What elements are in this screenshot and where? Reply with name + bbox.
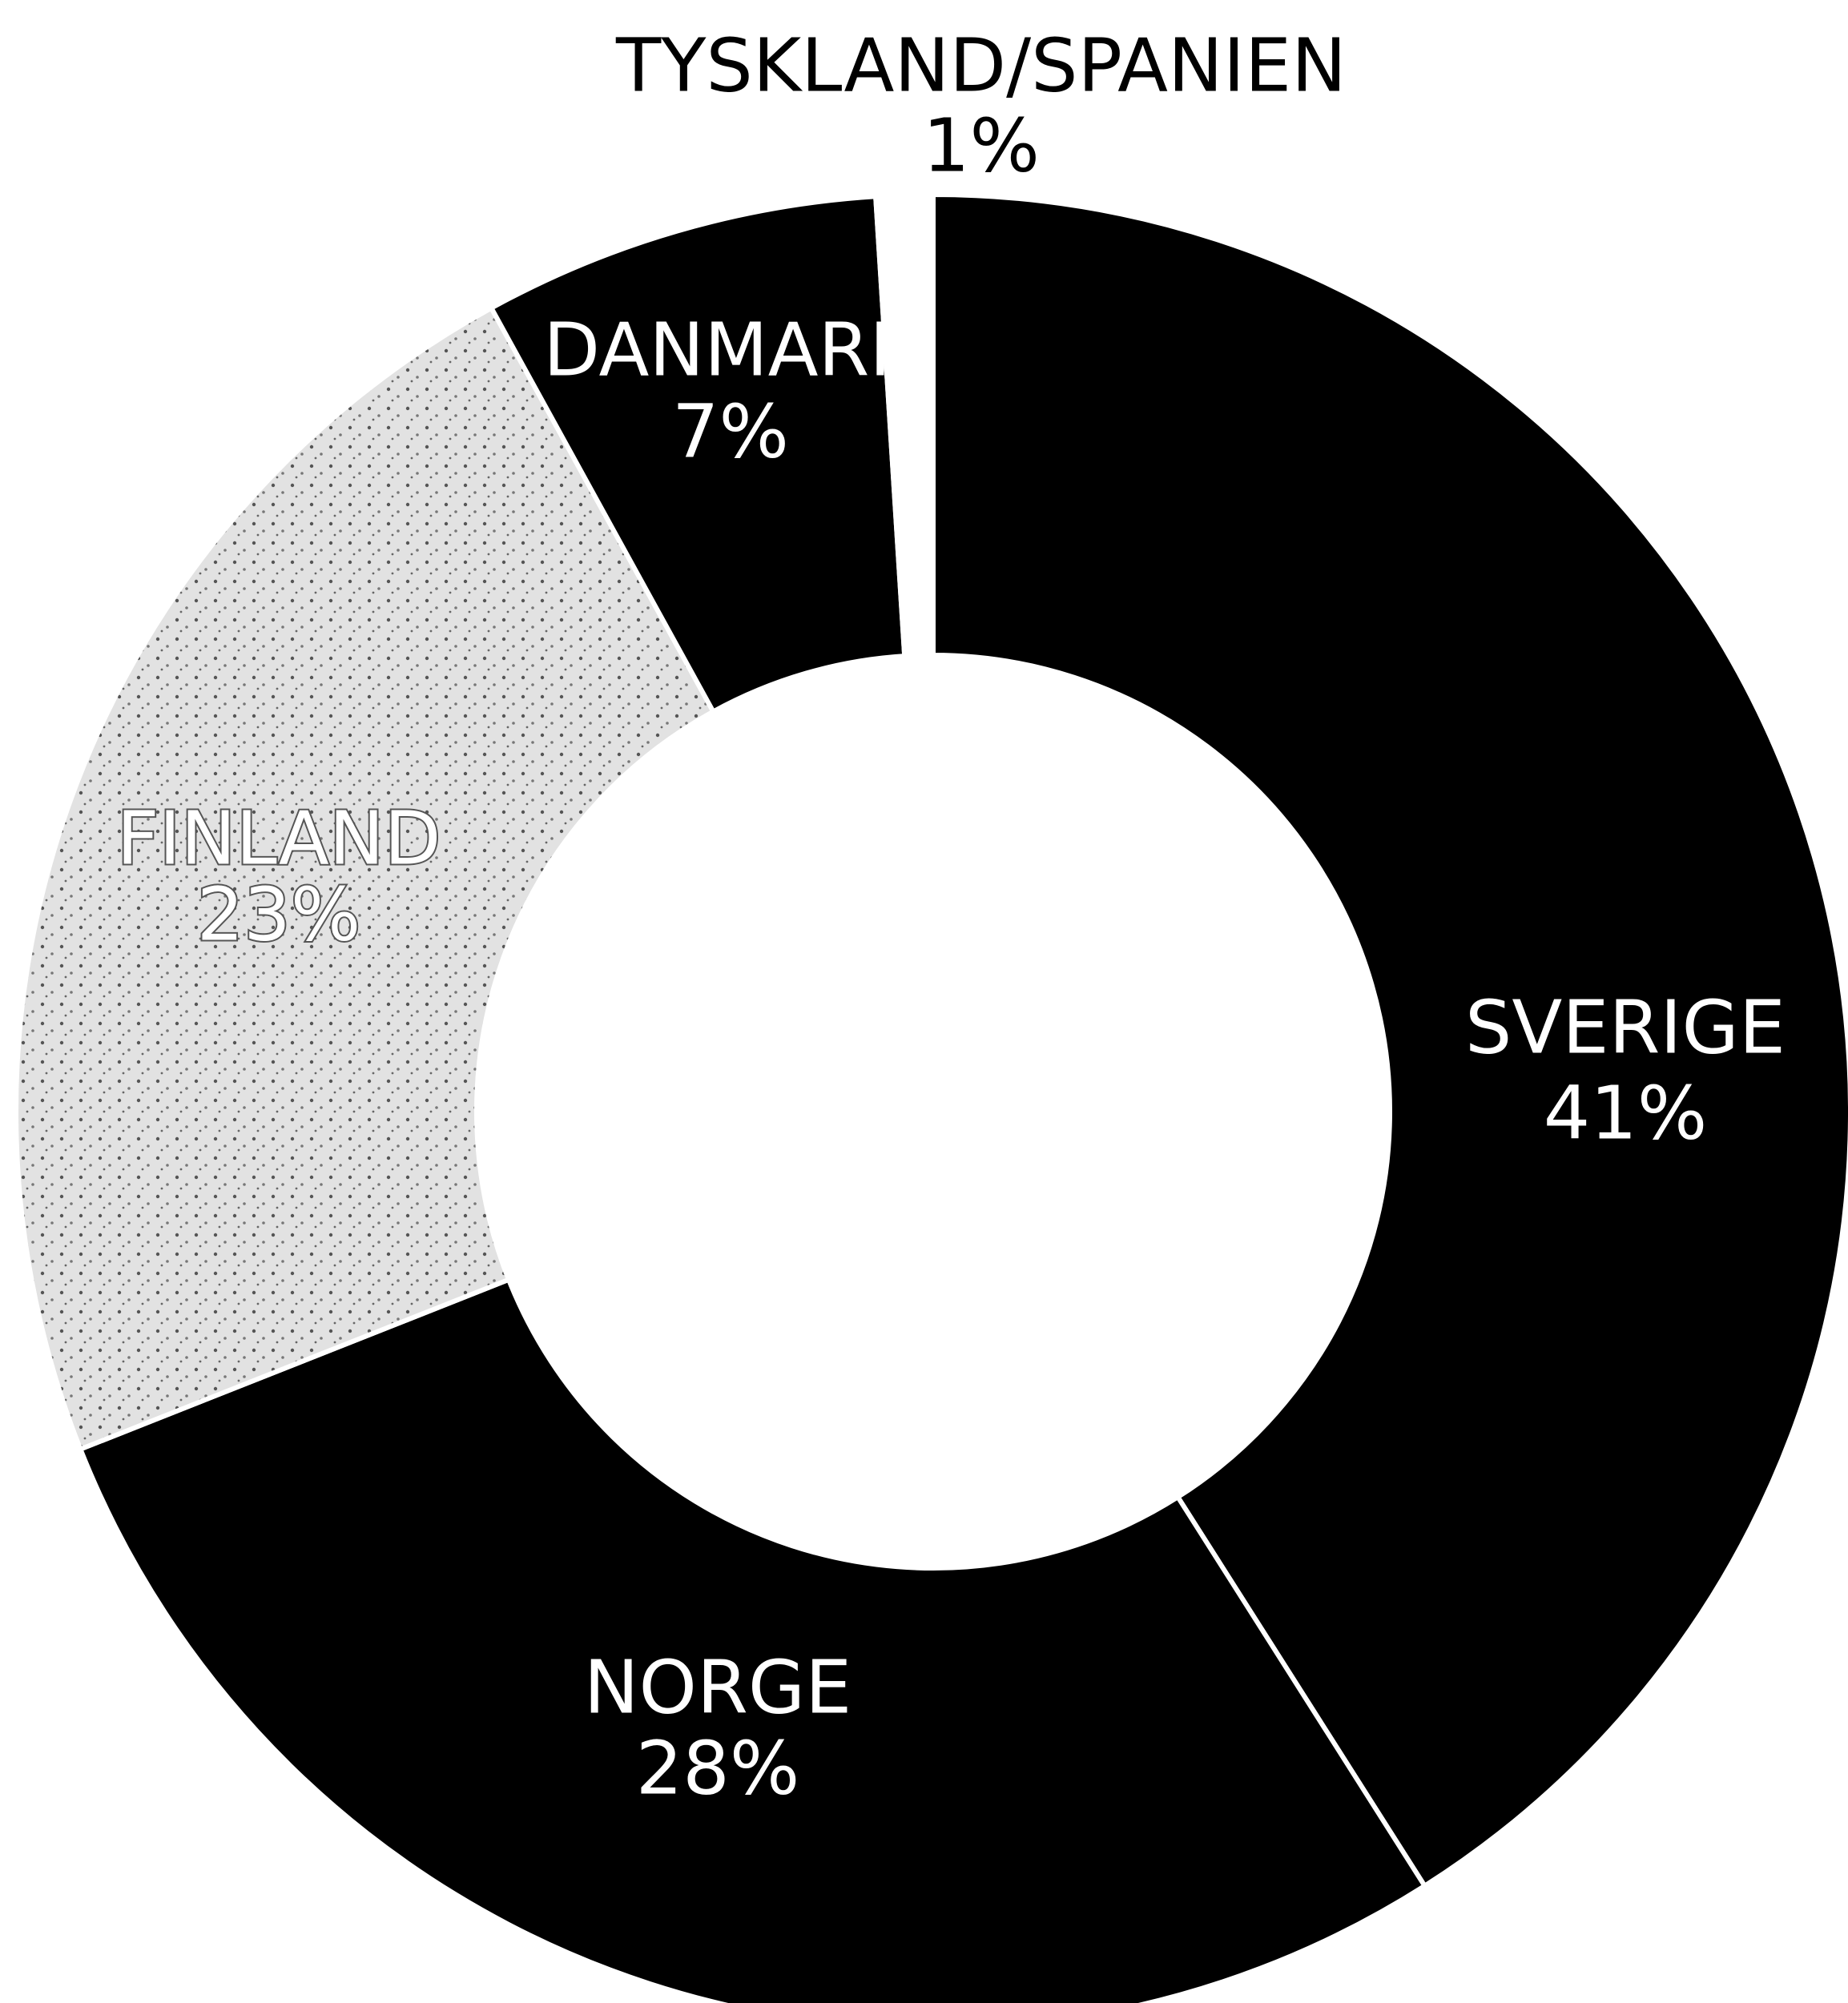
segment-value-label: 7% bbox=[672, 388, 789, 474]
donut-segment bbox=[872, 191, 936, 659]
segment-name: FINLAND bbox=[117, 795, 441, 881]
segment-value-label: 28% bbox=[636, 1725, 799, 1811]
segment-value-label: 41% bbox=[1544, 1070, 1707, 1156]
donut-segment bbox=[931, 191, 1848, 1889]
donut-segment bbox=[488, 194, 908, 715]
segment-value-label: 23% bbox=[197, 871, 360, 957]
segment-value-label: 1% bbox=[923, 103, 1040, 188]
segment-name: SVERIGE bbox=[1465, 984, 1786, 1070]
donut-segment bbox=[14, 304, 717, 1453]
segment-name: DANMARK bbox=[543, 307, 920, 392]
segment-name: NORGE bbox=[584, 1644, 852, 1730]
segment-name: TYSKLAND/SPANIEN bbox=[615, 22, 1347, 108]
donut-segment bbox=[77, 1276, 1428, 2003]
